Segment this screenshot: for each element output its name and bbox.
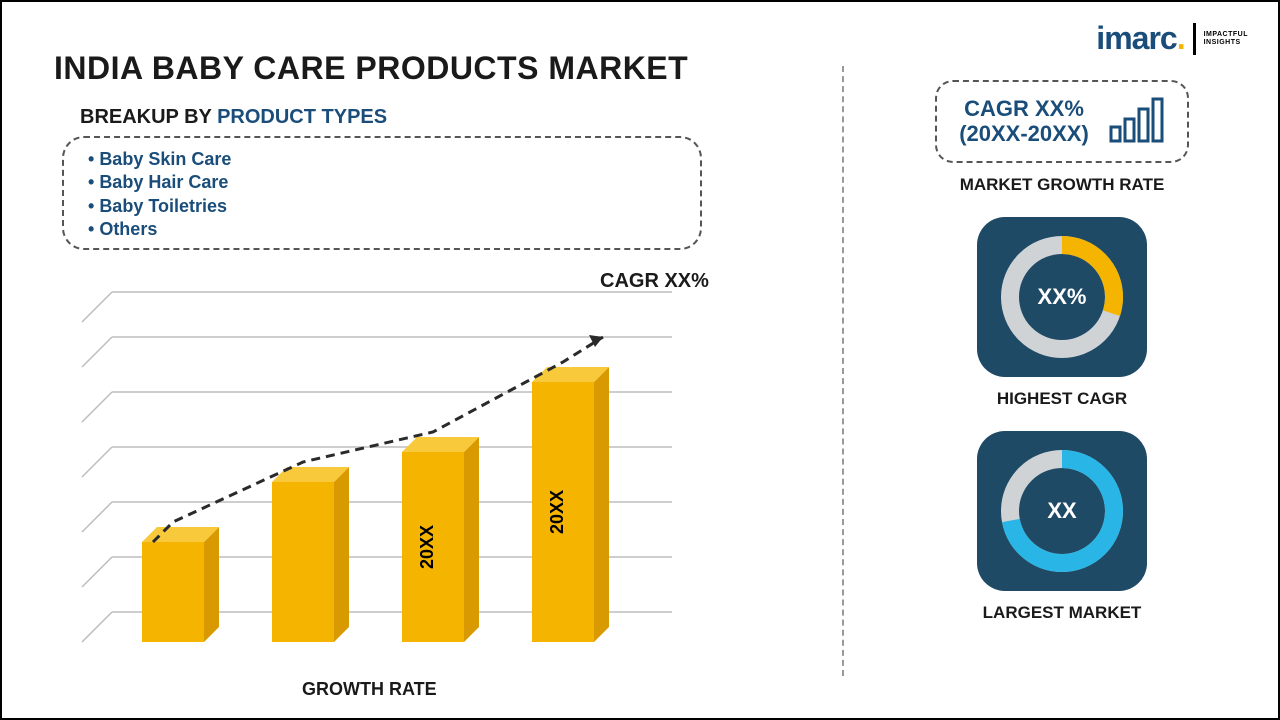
logo-tagline: IMPACTFULINSIGHTS bbox=[1204, 31, 1248, 46]
market-growth-rate-label: MARKET GROWTH RATE bbox=[960, 175, 1165, 195]
cagr-arrow-label: CAGR XX% bbox=[600, 270, 709, 293]
cagr-card: CAGR XX%(20XX-20XX) bbox=[935, 80, 1189, 163]
brand-logo: imarc. IMPACTFULINSIGHTS bbox=[1096, 20, 1248, 57]
highest-cagr-label: HIGHEST CAGR bbox=[997, 389, 1127, 409]
list-item: Baby Skin Care bbox=[88, 148, 676, 171]
cagr-text: CAGR XX%(20XX-20XX) bbox=[959, 96, 1089, 147]
largest-market-label: LARGEST MARKET bbox=[983, 603, 1142, 623]
right-column: CAGR XX%(20XX-20XX) MARKET GROWTH RATE X… bbox=[872, 80, 1252, 645]
largest-market-value: XX bbox=[1047, 498, 1076, 524]
list-item: Others bbox=[88, 218, 676, 241]
subtitle: BREAKUP BY PRODUCT TYPES bbox=[80, 106, 387, 129]
logo-divider bbox=[1193, 23, 1196, 55]
bar-growth-icon bbox=[1107, 97, 1165, 145]
product-list: Baby Skin Care Baby Hair Care Baby Toile… bbox=[88, 148, 676, 242]
list-item: Baby Hair Care bbox=[88, 171, 676, 194]
largest-market-card: XX bbox=[977, 431, 1147, 591]
svg-text:20XX: 20XX bbox=[417, 525, 437, 569]
highest-cagr-value: XX% bbox=[1038, 284, 1087, 310]
highest-cagr-card: XX% bbox=[977, 217, 1147, 377]
growth-chart: 20XX 20XX bbox=[62, 272, 762, 672]
growth-rate-label: GROWTH RATE bbox=[302, 679, 437, 700]
product-types-box: Baby Skin Care Baby Hair Care Baby Toile… bbox=[62, 136, 702, 250]
list-item: Baby Toiletries bbox=[88, 195, 676, 218]
infographic-frame: imarc. IMPACTFULINSIGHTS INDIA BABY CARE… bbox=[0, 0, 1280, 720]
page-title: INDIA BABY CARE PRODUCTS MARKET bbox=[54, 50, 688, 87]
logo-text: imarc. bbox=[1096, 20, 1184, 57]
vertical-divider bbox=[842, 66, 844, 676]
svg-text:20XX: 20XX bbox=[547, 490, 567, 534]
